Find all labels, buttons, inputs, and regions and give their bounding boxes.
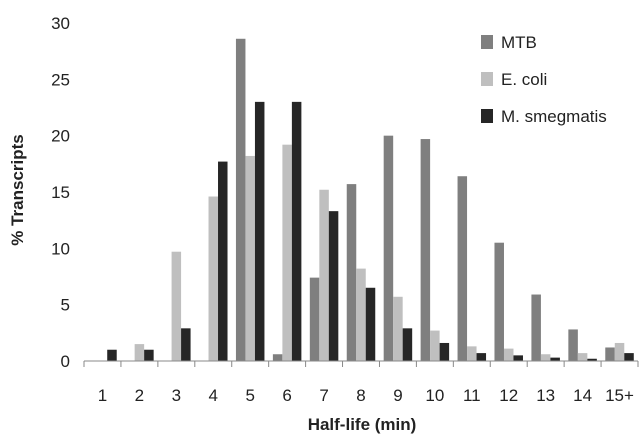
y-tick-label: 5 [61,296,70,315]
legend: MTB E. coli M. smegmatis [481,33,607,126]
bar-e-coli-4 [208,196,219,361]
bar-e-coli-8 [356,268,366,361]
bar-m-smegmatis-14 [587,358,597,361]
bar-mtb-8 [346,184,357,361]
x-tick-labels: 1 2 3 4 5 6 7 8 9 10 11 12 13 14 15+ [98,386,634,405]
bar-e-coli-14 [577,353,588,361]
x-tick-label: 15+ [605,386,634,405]
x-tick-label: 9 [393,386,402,405]
y-tick-label: 15 [51,183,70,202]
x-tick-label: 3 [172,386,181,405]
bar-mtb-5 [235,38,246,362]
bar-e-coli-3 [171,251,182,361]
x-tick-label: 11 [463,386,481,405]
bar-m-smegmatis-15 [624,353,634,361]
bar-e-coli-9 [393,296,403,361]
bar-mtb-9 [383,135,394,361]
x-tick-label: 4 [209,386,218,405]
bar-e-coli-6 [282,144,292,361]
bar-m-smegmatis-7 [328,211,339,361]
y-tick-label: 25 [51,70,70,89]
legend-label-e-coli: E. coli [501,70,547,89]
bar-m-smegmatis-11 [476,353,487,361]
y-axis-title: % Transcripts [8,134,27,246]
bar-mtb-15 [605,347,615,361]
bar-mtb-13 [531,294,541,361]
bar-e-coli-15 [614,342,625,361]
bars-layer [107,38,634,362]
y-tick-label: 0 [61,352,70,371]
x-tick-label: 8 [356,386,365,405]
y-tick-label: 20 [51,127,70,146]
legend-swatch-m-smegmatis [481,109,493,123]
bar-mtb-7 [309,277,320,361]
x-tick-label: 12 [499,386,518,405]
bar-m-smegmatis-4 [218,161,228,361]
bar-m-smegmatis-2 [144,349,154,361]
bar-e-coli-11 [467,346,477,361]
bar-m-smegmatis-5 [254,101,265,362]
y-tick-label: 10 [51,239,70,258]
x-tick-label: 13 [536,386,555,405]
bar-m-smegmatis-3 [181,328,191,361]
bar-mtb-14 [568,329,578,361]
x-tick-label: 10 [425,386,444,405]
x-tick-label: 2 [135,386,144,405]
bar-m-smegmatis-10 [439,342,450,361]
bar-e-coli-5 [245,155,255,361]
bar-m-smegmatis-9 [402,328,413,361]
bar-e-coli-7 [319,189,329,361]
legend-label-m-smegmatis: M. smegmatis [501,107,607,126]
legend-swatch-e-coli [481,72,493,86]
bar-m-smegmatis-1 [107,349,117,361]
bar-e-coli-10 [430,330,440,361]
bar-m-smegmatis-13 [550,357,560,361]
bar-m-smegmatis-8 [365,287,376,361]
bar-mtb-10 [420,139,431,361]
bar-e-coli-12 [503,348,514,361]
legend-label-mtb: MTB [501,33,537,52]
x-tick-label: 1 [98,386,107,405]
bar-mtb-11 [457,176,468,361]
legend-swatch-mtb [481,35,493,49]
x-tick-label: 7 [319,386,328,405]
bar-m-smegmatis-12 [513,355,523,361]
y-tick-labels: 0 5 10 15 20 25 30 [51,14,70,371]
x-tick-marks [83,361,639,367]
bar-e-coli-2 [134,344,145,361]
x-tick-label: 5 [245,386,254,405]
bar-m-smegmatis-6 [291,101,302,362]
y-tick-label: 30 [51,14,70,33]
x-tick-label: 6 [282,386,291,405]
x-axis-title: Half-life (min) [308,415,417,434]
x-tick-label: 14 [573,386,592,405]
bar-mtb-6 [272,354,283,361]
bar-e-coli-13 [540,354,551,361]
bar-mtb-12 [494,242,504,361]
